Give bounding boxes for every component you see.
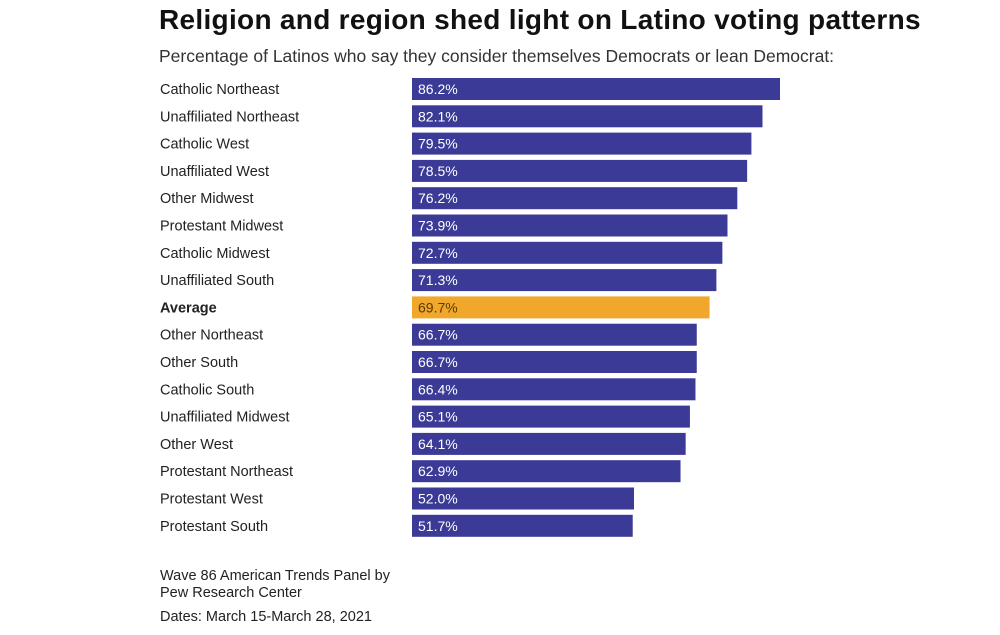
bar [412,187,738,210]
category-label: Other Midwest [160,191,253,207]
value-label: 78.5% [418,163,458,179]
value-label: 66.7% [418,327,458,343]
source-note: Wave 86 American Trends Panel by Pew Res… [160,568,390,601]
category-label: Protestant South [160,519,268,535]
value-label: 86.2% [418,81,458,97]
value-label: 73.9% [418,218,458,234]
bar [412,159,748,182]
category-label: Unaffiliated Northeast [160,109,299,125]
bar [412,351,697,373]
bar [412,132,752,155]
value-label: 52.0% [418,491,458,507]
category-label: Other South [160,355,238,371]
category-label: Catholic Northeast [160,82,279,98]
value-label: 79.5% [418,136,458,152]
bar [412,460,681,483]
value-label: 62.9% [418,463,458,479]
dates-note: Dates: March 15-March 28, 2021 [160,609,372,625]
bar [412,514,633,537]
value-label: 66.7% [418,354,458,370]
category-label: Other West [160,437,233,453]
category-label: Average [160,300,217,316]
category-label: Protestant West [160,492,263,508]
bar [412,269,717,292]
bar [412,105,763,128]
category-label: Protestant Midwest [160,219,283,235]
chart-title: Religion and region shed light on Latino… [159,4,921,35]
bar [412,78,780,100]
value-label: 72.7% [418,245,458,261]
bar [412,241,723,264]
value-label: 76.2% [418,190,458,206]
category-label: Catholic Midwest [160,246,270,262]
category-label: Unaffiliated West [160,164,269,180]
category-label: Unaffiliated South [160,273,274,289]
bar [412,323,697,346]
chart-subtitle: Percentage of Latinos who say they consi… [159,46,835,66]
category-label: Catholic South [160,382,254,398]
bar [412,405,690,428]
value-label: 66.4% [418,381,458,397]
average-bar [412,296,710,319]
value-label: 71.3% [418,272,458,288]
category-label: Unaffiliated Midwest [160,410,290,426]
value-label: 64.1% [418,436,458,452]
category-label: Other Northeast [160,328,263,344]
bar [412,487,634,510]
category-label: Catholic West [160,137,249,153]
bar [412,432,686,455]
category-label: Protestant Northeast [160,464,293,480]
value-label: 82.1% [418,108,458,124]
bar [412,214,728,237]
value-label: 65.1% [418,409,458,425]
value-label: 51.7% [418,518,458,534]
value-label: 69.7% [418,299,458,315]
bar [412,378,696,401]
